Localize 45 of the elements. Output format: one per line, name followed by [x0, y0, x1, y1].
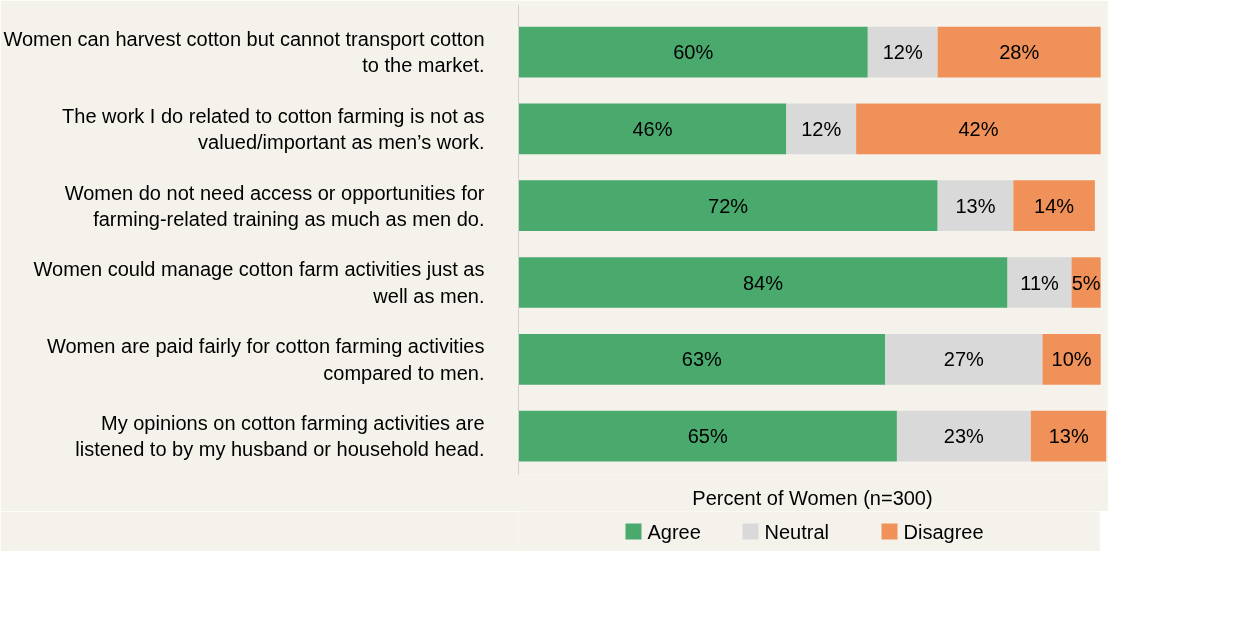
data-label: 11% — [1020, 271, 1060, 294]
bar — [1013, 180, 1095, 232]
bar — [518, 26, 868, 78]
data-label: 28% — [999, 41, 1040, 64]
data-label: 13% — [1048, 425, 1089, 448]
bar — [896, 410, 1031, 462]
legend-label: Agree — [647, 520, 701, 543]
data-label: 42% — [958, 117, 999, 140]
data-label: 72% — [708, 194, 749, 217]
bar — [885, 333, 1043, 385]
bar — [937, 26, 1101, 78]
legend-label: Disagree — [903, 520, 984, 543]
data-label: 12% — [882, 41, 923, 64]
data-label: 13% — [955, 194, 996, 217]
bar — [1042, 333, 1101, 385]
bar — [518, 180, 938, 232]
y-tick-label: The work I do related to cotton farming is not as valued/important as men’s work. — [62, 104, 485, 154]
bar — [1007, 257, 1072, 308]
y-tick-label: Women can harvest cotton but cannot transport cotton to the market. — [3, 27, 485, 77]
data-label: 65% — [687, 425, 728, 448]
data-label: 60% — [673, 41, 714, 64]
bar — [786, 103, 857, 155]
data-label: 27% — [943, 348, 985, 371]
data-label: 10% — [1051, 348, 1092, 371]
bar — [518, 257, 1008, 308]
x-axis-title: Percent of Women (n=300) — [692, 486, 933, 509]
y-tick-label: Women do not need access or opportunities for farming-related training as much as men do. — [64, 181, 485, 230]
bar — [518, 410, 897, 462]
bar — [1030, 410, 1107, 462]
data-label: 46% — [632, 117, 673, 140]
bar — [856, 103, 1101, 155]
legend-label: Neutral — [764, 520, 829, 543]
data-label: 5% — [1071, 271, 1101, 294]
bar — [937, 180, 1014, 232]
bar — [867, 26, 938, 78]
y-tick-label: My opinions on cotton farming activities are listened to by my husband or household head. — [75, 411, 485, 461]
data-label: 23% — [943, 425, 985, 448]
data-label: 63% — [681, 348, 723, 371]
y-tick-label: Women are paid fairly for cotton farming activities compared to men. — [46, 335, 485, 384]
bar — [518, 333, 886, 385]
y-tick-label: Women could manage cotton farm activities just as well as men. — [33, 258, 485, 307]
data-label: 84% — [743, 271, 784, 294]
bar — [518, 103, 787, 155]
data-label: 12% — [801, 117, 842, 140]
data-label: 14% — [1034, 194, 1075, 217]
